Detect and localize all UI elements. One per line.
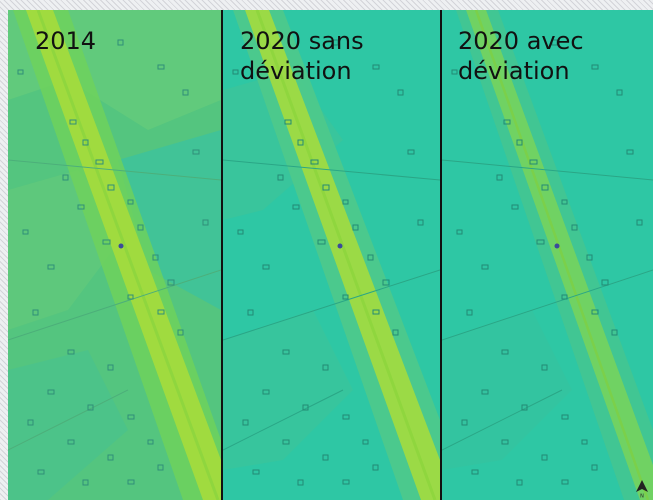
building-footprints [451,39,643,486]
road-line [255,10,437,500]
quiet-zone [118,130,221,310]
secondary-road [8,159,221,181]
secondary-road [223,269,440,341]
noise-map-2014 [8,10,221,500]
noise-map-2020-avec [442,10,653,500]
quiet-zone [8,350,128,500]
map-comparison: 2014 [8,10,653,500]
secondary-road [8,269,221,341]
panel-label-2014: 2014 [35,27,97,55]
secondary-road [223,159,440,181]
measurement-point [554,243,560,249]
secondary-road [442,389,563,451]
north-arrow-icon: N [635,480,649,498]
noise-map-2020-sans [223,10,440,500]
map-panel-2020-sans-deviation: 2020 sans déviation [223,10,440,500]
map-panel-2014: 2014 [8,10,221,500]
road-line [474,10,650,500]
measurement-point [337,243,343,249]
north-arrow-label: N [640,494,644,499]
panel-divider [221,10,223,500]
secondary-road [442,159,653,181]
building-footprints [17,39,209,486]
measurement-point [118,243,124,249]
road-line [36,10,220,500]
secondary-road [442,269,653,341]
secondary-road [223,389,344,451]
noise-zone [223,310,353,470]
panel-divider [440,10,442,500]
map-panel-2020-avec-deviation: 2020 avec déviation N [442,10,653,500]
panel-label-2020-avec-deviation: 2020 avec déviation [458,27,584,85]
secondary-road [8,389,129,451]
building-footprints [232,39,424,486]
noise-zone [442,310,572,470]
panel-label-2020-sans-deviation: 2020 sans déviation [240,27,364,85]
